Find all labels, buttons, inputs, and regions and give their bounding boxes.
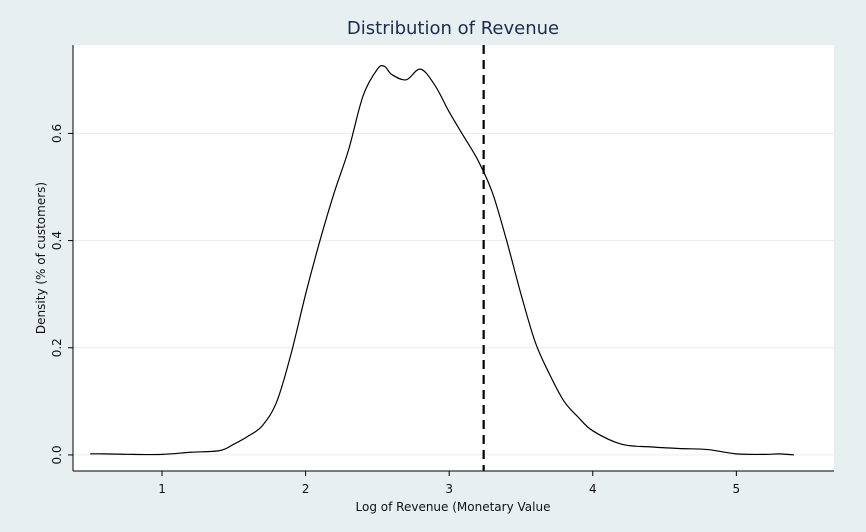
ticks: 0.0 0.2 0.4 0.6 1 2 3 4 5 bbox=[50, 124, 740, 496]
y-tick-label: 0.6 bbox=[50, 124, 64, 143]
x-tick-label: 3 bbox=[445, 482, 453, 496]
density-curve bbox=[90, 64, 794, 456]
x-tick-label: 1 bbox=[158, 482, 166, 496]
y-tick-label: 0.4 bbox=[50, 231, 64, 250]
chart-title: Distribution of Revenue bbox=[347, 18, 559, 39]
y-tick-label: 0.2 bbox=[50, 338, 64, 357]
plot-area bbox=[73, 45, 834, 471]
y-axis-title: Density (% of customers) bbox=[34, 182, 48, 334]
gridlines bbox=[73, 132, 834, 456]
y-tick-label: 0.0 bbox=[50, 445, 64, 464]
x-tick-label: 4 bbox=[589, 482, 597, 496]
axes bbox=[72, 45, 834, 472]
x-tick-label: 5 bbox=[733, 482, 741, 496]
x-tick-label: 2 bbox=[302, 482, 310, 496]
x-axis-title: Log of Revenue (Monetary Value bbox=[356, 500, 551, 514]
